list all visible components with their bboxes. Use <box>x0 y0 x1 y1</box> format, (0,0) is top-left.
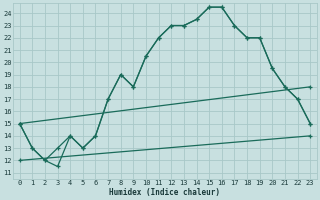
X-axis label: Humidex (Indice chaleur): Humidex (Indice chaleur) <box>109 188 220 197</box>
